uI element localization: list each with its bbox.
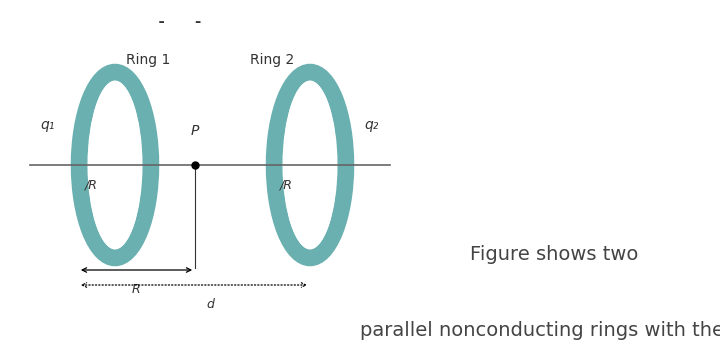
Text: /R: /R	[85, 178, 98, 191]
Text: Figure shows two: Figure shows two	[470, 246, 639, 265]
Text: /R: /R	[280, 178, 293, 191]
Text: Ring 1: Ring 1	[126, 53, 170, 67]
Text: R: R	[132, 283, 140, 296]
Text: parallel nonconducting rings with their central: parallel nonconducting rings with their …	[360, 321, 720, 340]
Ellipse shape	[84, 77, 146, 253]
Text: q₂: q₂	[365, 118, 379, 132]
Text: P: P	[191, 124, 199, 138]
Ellipse shape	[88, 81, 142, 249]
Ellipse shape	[283, 81, 337, 249]
Text: q₁: q₁	[41, 118, 55, 132]
Text: Ring 2: Ring 2	[250, 53, 294, 67]
Ellipse shape	[279, 77, 341, 253]
Text: -   -: - -	[157, 15, 203, 30]
Text: d: d	[206, 298, 214, 311]
